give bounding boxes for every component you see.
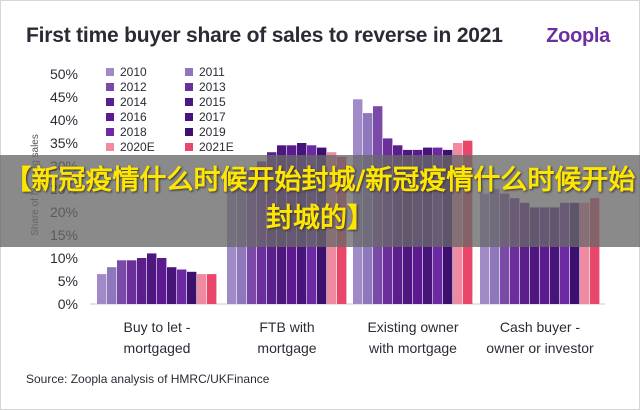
x-category-label: with mortgage bbox=[368, 340, 457, 356]
y-tick-label: 50% bbox=[50, 66, 78, 82]
bar-2017-3 bbox=[550, 207, 560, 304]
legend-swatch-2013 bbox=[185, 83, 193, 91]
y-tick-label: 10% bbox=[50, 250, 78, 266]
y-tick-label: 45% bbox=[50, 89, 78, 105]
bar-2011-0 bbox=[107, 267, 117, 304]
bar-2010-3 bbox=[480, 193, 490, 304]
legend-label-2010: 2010 bbox=[120, 65, 147, 79]
legend-swatch-2015 bbox=[185, 98, 193, 106]
x-category-label: Buy to let - bbox=[124, 319, 191, 335]
bar-2015-3 bbox=[530, 207, 540, 304]
x-category-label: mortgage bbox=[257, 340, 316, 356]
legend-swatch-2014 bbox=[106, 98, 114, 106]
bar-2019-0 bbox=[187, 271, 197, 304]
legend-swatch-2011 bbox=[185, 68, 193, 76]
legend-label-2011: 2011 bbox=[199, 65, 225, 79]
legend-label-2014: 2014 bbox=[120, 95, 147, 109]
legend-label-2015: 2015 bbox=[199, 95, 226, 109]
legend-swatch-2018 bbox=[106, 128, 114, 136]
bar-2014-0 bbox=[137, 258, 147, 304]
bar-2014-3 bbox=[520, 202, 530, 304]
bar-2015-0 bbox=[147, 253, 157, 304]
legend-swatch-2019 bbox=[185, 128, 193, 136]
legend-label-2021e: 2021E bbox=[199, 140, 234, 154]
bar-2013-3 bbox=[510, 198, 520, 304]
bar-2021e-0 bbox=[207, 274, 217, 304]
source-note: Source: Zoopla analysis of HMRC/UKFinanc… bbox=[26, 372, 270, 386]
bar-2020e-3 bbox=[580, 202, 590, 304]
legend-label-2018: 2018 bbox=[120, 125, 147, 139]
bar-2017-0 bbox=[167, 267, 177, 304]
bar-2016-0 bbox=[157, 258, 167, 304]
watermark-overlay-text: 【新冠疫情什么时候开始封城/新冠疫情什么时候开始封城的】 bbox=[4, 165, 636, 234]
x-category-label: mortgaged bbox=[124, 340, 191, 356]
y-tick-label: 5% bbox=[58, 273, 78, 289]
legend-swatch-2010 bbox=[106, 68, 114, 76]
bar-2013-0 bbox=[127, 260, 137, 304]
bar-2020e-0 bbox=[197, 274, 207, 304]
zoopla-logo: Zoopla bbox=[546, 25, 610, 47]
x-category-label: Existing owner bbox=[367, 319, 458, 335]
x-category-label: owner or investor bbox=[486, 340, 594, 356]
bar-2019-3 bbox=[570, 202, 580, 304]
legend-label-2013: 2013 bbox=[199, 80, 226, 94]
bar-2012-3 bbox=[500, 193, 510, 304]
legend-swatch-2016 bbox=[106, 113, 114, 121]
legend-label-2019: 2019 bbox=[199, 125, 226, 139]
y-tick-label: 0% bbox=[58, 296, 78, 312]
bar-2018-0 bbox=[177, 269, 187, 304]
x-category-label: Cash buyer - bbox=[500, 319, 580, 335]
bar-2010-0 bbox=[97, 274, 107, 304]
y-tick-label: 35% bbox=[50, 135, 78, 151]
legend-label-2016: 2016 bbox=[120, 110, 147, 124]
legend-label-2020e: 2020E bbox=[120, 140, 155, 154]
x-category-label: FTB with bbox=[259, 319, 314, 335]
legend-label-2017: 2017 bbox=[199, 110, 226, 124]
bar-2018-3 bbox=[560, 202, 570, 304]
bar-2012-0 bbox=[117, 260, 127, 304]
bar-2021e-3 bbox=[590, 198, 600, 304]
bar-2016-3 bbox=[540, 207, 550, 304]
chart-title: First time buyer share of sales to rever… bbox=[26, 24, 503, 47]
legend-swatch-2021e bbox=[185, 143, 193, 151]
legend-swatch-2020e bbox=[106, 143, 114, 151]
legend-swatch-2017 bbox=[185, 113, 193, 121]
watermark-overlay-band bbox=[0, 155, 640, 247]
legend-swatch-2012 bbox=[106, 83, 114, 91]
y-tick-label: 40% bbox=[50, 112, 78, 128]
legend-label-2012: 2012 bbox=[120, 80, 147, 94]
